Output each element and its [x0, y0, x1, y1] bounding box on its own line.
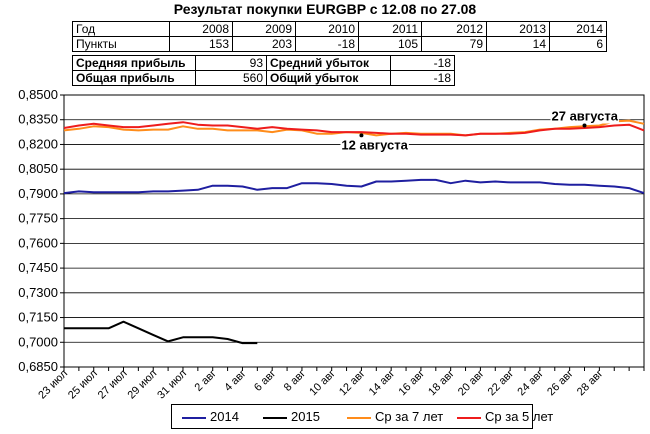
annotation-background — [340, 137, 409, 153]
y-tick-label: 0,6850 — [18, 359, 58, 374]
annotation-label: 27 августа — [552, 108, 619, 123]
chart-legend: 2014 2015 Ср за 7 лет Ср за 5 лет — [171, 404, 553, 429]
total-loss-label: Общий убыток — [266, 70, 391, 86]
table-row-points: Пункты 153 203 -18 105 79 14 6 — [72, 36, 607, 52]
table-row-averages: Средняя прибыль 93 Средний убыток -18 — [72, 55, 455, 71]
year-cell: 2012 — [421, 21, 487, 37]
plot-area — [63, 94, 645, 368]
points-cell: 14 — [486, 36, 550, 52]
series-line-Ср-за-5-лет — [63, 121, 645, 137]
series-line-2014 — [63, 178, 645, 195]
table-row-totals: Общая прибыль 560 Общий убыток -18 — [72, 70, 455, 86]
y-tick-label: 0,8200 — [18, 136, 58, 151]
legend-swatch — [263, 417, 287, 419]
x-tick-label: 16 авг — [396, 368, 427, 399]
points-cell: 6 — [549, 36, 607, 52]
x-tick-label: 24 авг — [515, 368, 546, 399]
y-tick-label: 0,7300 — [18, 285, 58, 300]
points-cell: -18 — [295, 36, 359, 52]
legend-label: Ср за 7 лет — [375, 409, 444, 424]
x-tick-label: 8 авг — [282, 368, 308, 394]
x-tick-label: 28 авг — [575, 368, 606, 399]
x-tick-label: 27 июл — [96, 368, 130, 402]
avg-profit-value: 93 — [195, 55, 267, 71]
x-tick-label: 14 авг — [367, 368, 398, 399]
year-cell: 2008 — [169, 21, 233, 37]
points-cell: 79 — [421, 36, 487, 52]
summary-table: Средняя прибыль 93 Средний убыток -18 Об… — [72, 55, 455, 86]
legend-swatch — [457, 417, 481, 419]
table-row-years: Год 2008 2009 2010 2011 2012 2013 2014 — [72, 21, 607, 37]
x-tick-label: 2 авг — [193, 368, 219, 394]
y-tick-label: 0,7900 — [18, 186, 58, 201]
y-tick-label: 0,8500 — [18, 87, 58, 102]
y-tick-label: 0,7600 — [18, 235, 58, 250]
legend-label: 2014 — [210, 409, 239, 424]
annotation-label: 12 августа — [341, 137, 408, 152]
legend-swatch — [182, 417, 206, 419]
series-line-2015 — [64, 320, 258, 345]
x-tick-label: 31 июл — [155, 368, 189, 402]
points-cell: 203 — [232, 36, 296, 52]
y-tick-label: 0,7750 — [18, 211, 58, 226]
points-label: Пункты — [72, 36, 170, 52]
x-tick-label: 25 июл — [66, 368, 100, 402]
annotation-marker — [359, 133, 364, 138]
y-tick-label: 0,8350 — [18, 112, 58, 127]
legend-swatch — [347, 417, 371, 419]
x-tick-label: 29 июл — [125, 368, 159, 402]
x-tick-label: 22 авг — [486, 368, 517, 399]
legend-label: Ср за 5 лет — [485, 409, 554, 424]
total-loss-value: -18 — [390, 70, 455, 86]
points-cell: 105 — [358, 36, 422, 52]
legend-label: 2015 — [291, 409, 320, 424]
annotation-background — [550, 108, 619, 124]
x-tick-label: 26 авг — [545, 368, 576, 399]
year-cell: 2014 — [549, 21, 607, 37]
y-tick-label: 0,8050 — [18, 161, 58, 176]
annotation-marker — [582, 123, 587, 128]
stats-table: Год 2008 2009 2010 2011 2012 2013 2014 П… — [72, 21, 607, 52]
y-tick-label: 0,7450 — [18, 260, 58, 275]
line-chart: 0,8500 0,8350 0,8200 0,8050 0,7900 0,7750 0,76… — [18, 87, 645, 402]
x-tick-label: 12 авг — [337, 368, 368, 399]
x-tick-label: 10 авг — [307, 368, 338, 399]
x-tick-label: 6 авг — [252, 368, 278, 394]
x-tick-label: 4 авг — [222, 368, 248, 394]
y-tick-label: 0,7150 — [18, 310, 58, 325]
avg-profit-label: Средняя прибыль — [72, 55, 196, 71]
total-profit-label: Общая прибыль — [72, 70, 196, 86]
points-cell: 153 — [169, 36, 233, 52]
x-tick-label: 20 авг — [456, 368, 487, 399]
total-profit-value: 560 — [195, 70, 267, 86]
x-tick-label: 18 авг — [426, 368, 457, 399]
y-tick-label: 0,7000 — [18, 334, 58, 349]
avg-loss-label: Средний убыток — [266, 55, 391, 71]
chart-title: Результат покупки EURGBP с 12.08 по 27.0… — [173, 1, 477, 17]
